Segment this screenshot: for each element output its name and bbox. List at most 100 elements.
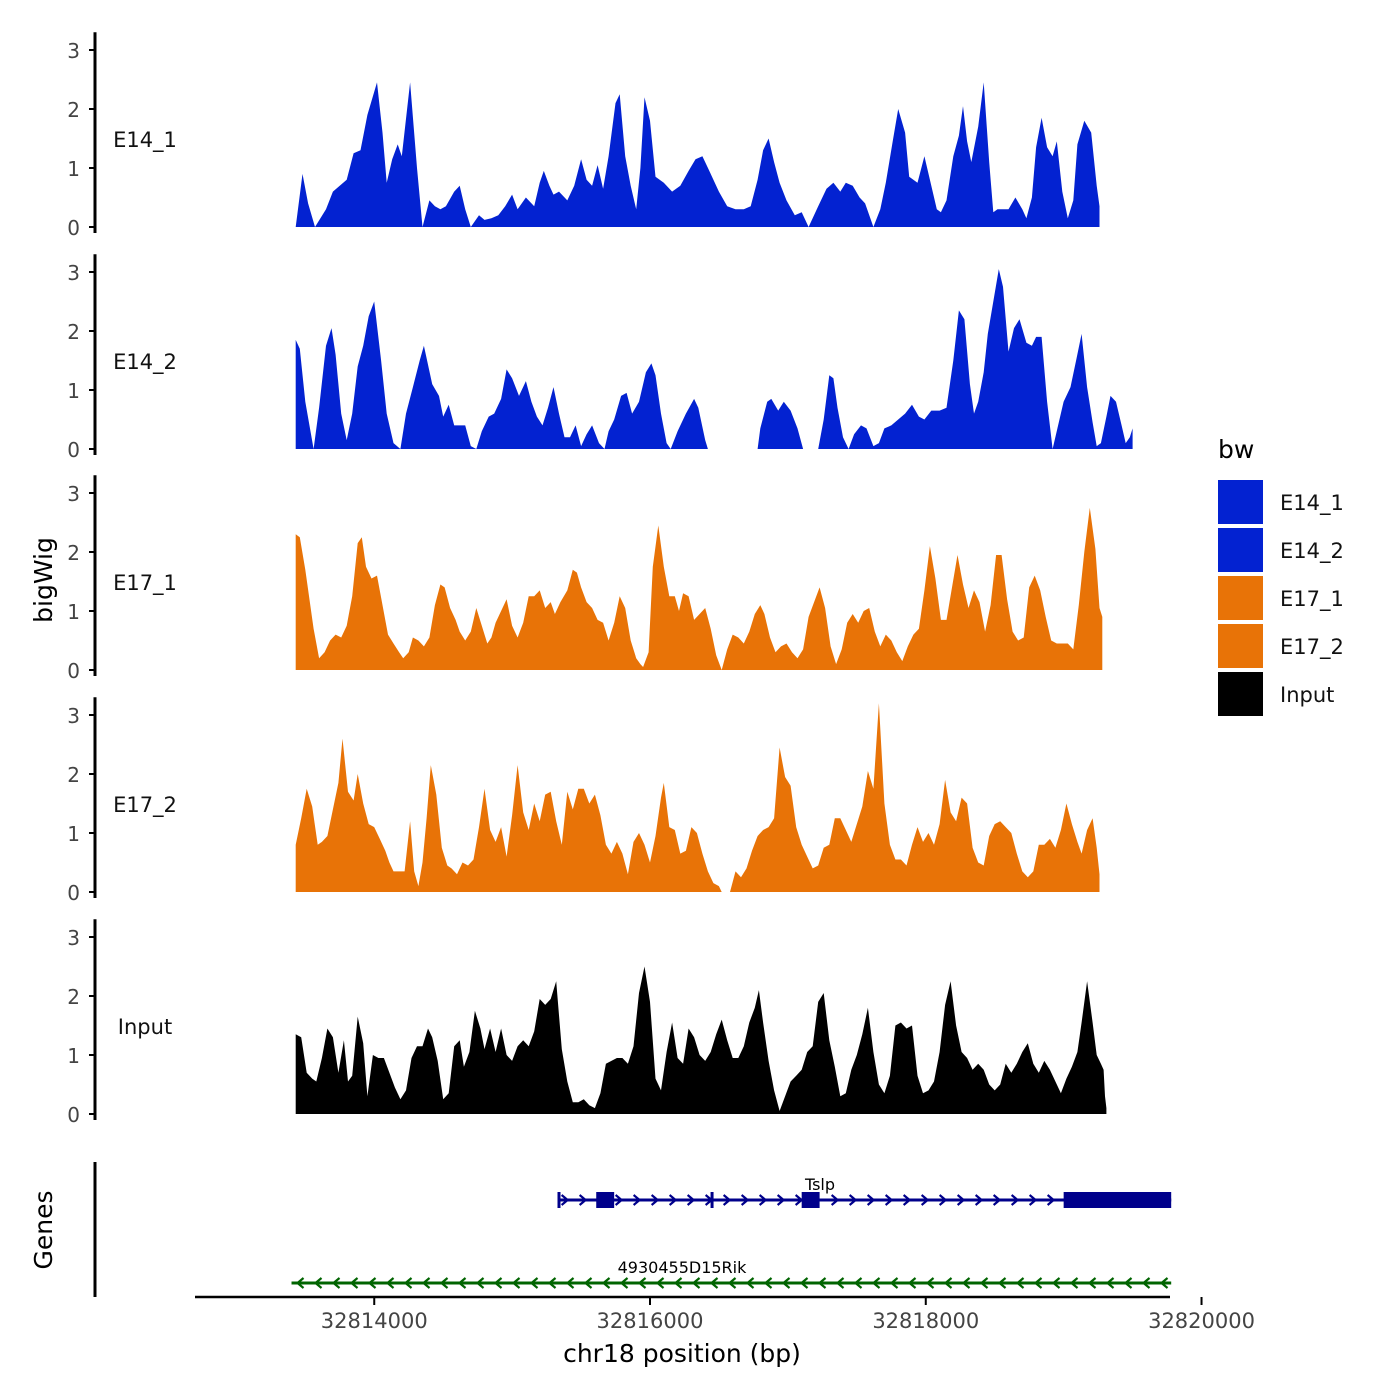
strand-chevron bbox=[848, 1194, 858, 1206]
legend-key-E17_1 bbox=[1218, 576, 1263, 620]
x-tick-label-32820000: 32820000 bbox=[1148, 1309, 1255, 1333]
bigwig-tracks: 0 1 2 3 E14_1 0 1 2 3 E14_2 0 1 2 3 E17_1 0 1 2 3 E17_2 0 1 2 3… bbox=[67, 32, 1133, 1127]
x-tick-label-32814000: 32814000 bbox=[321, 1309, 428, 1333]
strand-chevron bbox=[614, 1194, 624, 1206]
strand-chevron bbox=[740, 1194, 750, 1206]
legend-key-E17_2 bbox=[1218, 624, 1263, 668]
legend-label-E17_2: E17_2 bbox=[1280, 635, 1344, 660]
strand-chevron bbox=[655, 1277, 665, 1289]
strand-chevron bbox=[632, 1194, 642, 1206]
strand-chevron bbox=[493, 1277, 503, 1289]
y-tick-label-E14_2-1: 1 bbox=[67, 379, 80, 403]
strand-chevron bbox=[943, 1277, 953, 1289]
legend-key-Input bbox=[1218, 672, 1263, 716]
strand-chevron bbox=[902, 1194, 912, 1206]
strand-chevron bbox=[1087, 1277, 1097, 1289]
y-tick-label-E14_2-3: 3 bbox=[67, 261, 80, 285]
strand-chevron bbox=[727, 1277, 737, 1289]
strand-chevron bbox=[601, 1277, 611, 1289]
y-tick-label-Input-0: 0 bbox=[67, 1103, 80, 1127]
track-label-E14_1: E14_1 bbox=[113, 128, 177, 153]
strand-chevron bbox=[578, 1194, 588, 1206]
exon-Tslp bbox=[801, 1192, 820, 1208]
strand-chevron bbox=[866, 1194, 876, 1206]
strand-chevron bbox=[709, 1277, 719, 1289]
strand-chevron bbox=[835, 1277, 845, 1289]
strand-chevron bbox=[956, 1194, 966, 1206]
strand-chevron bbox=[961, 1277, 971, 1289]
strand-chevron bbox=[565, 1277, 575, 1289]
x-axis: 32814000 32816000 32818000 32820000 bbox=[195, 1295, 1255, 1333]
strand-chevron bbox=[691, 1277, 701, 1289]
area-E14_2 bbox=[295, 269, 1133, 449]
y-tick-label-E14_1-1: 1 bbox=[67, 157, 80, 181]
strand-chevron bbox=[1069, 1277, 1079, 1289]
strand-chevron bbox=[1028, 1194, 1038, 1206]
strand-chevron bbox=[794, 1194, 804, 1206]
strand-chevron bbox=[367, 1277, 377, 1289]
strand-chevron bbox=[331, 1277, 341, 1289]
strand-chevron bbox=[547, 1277, 557, 1289]
strand-chevron bbox=[992, 1194, 1002, 1206]
strand-chevron bbox=[853, 1277, 863, 1289]
y-tick-label-Input-1: 1 bbox=[67, 1044, 80, 1068]
strand-chevron bbox=[920, 1194, 930, 1206]
y-tick-label-E17_1-2: 2 bbox=[67, 541, 80, 565]
strand-chevron bbox=[403, 1277, 413, 1289]
strand-chevron bbox=[529, 1277, 539, 1289]
y-tick-label-E17_1-1: 1 bbox=[67, 600, 80, 624]
track-label-Input: Input bbox=[118, 1015, 172, 1039]
exon-Tslp bbox=[1063, 1192, 1172, 1208]
y-tick-label-E17_2-3: 3 bbox=[67, 704, 80, 728]
area-E14_1 bbox=[295, 82, 1100, 228]
x-tick-label-32816000: 32816000 bbox=[597, 1309, 704, 1333]
legend-key-E14_1 bbox=[1218, 480, 1263, 524]
strand-chevron bbox=[686, 1194, 696, 1206]
y-tick-label-Input-2: 2 bbox=[67, 985, 80, 1009]
strand-chevron bbox=[1105, 1277, 1115, 1289]
strand-chevron bbox=[1046, 1194, 1056, 1206]
track-E17_2: 0 1 2 3 E17_2 bbox=[67, 697, 1100, 905]
y-axis-title: bigWig bbox=[29, 537, 58, 623]
strand-chevron bbox=[650, 1194, 660, 1206]
genes-panel: Genes Tslp 4930455D15Rik bbox=[29, 1162, 1172, 1297]
strand-chevron bbox=[979, 1277, 989, 1289]
strand-chevron bbox=[1141, 1277, 1151, 1289]
gene-models: Tslp 4930455D15Rik bbox=[291, 1175, 1172, 1289]
track-label-E17_2: E17_2 bbox=[113, 793, 177, 818]
strand-chevron bbox=[1051, 1277, 1061, 1289]
strand-chevron bbox=[925, 1277, 935, 1289]
strand-chevron bbox=[907, 1277, 917, 1289]
exon-Tslp bbox=[596, 1192, 615, 1208]
strand-chevron bbox=[871, 1277, 881, 1289]
strand-chevron bbox=[889, 1277, 899, 1289]
strand-chevron bbox=[884, 1194, 894, 1206]
y-tick-label-E17_2-1: 1 bbox=[67, 822, 80, 846]
x-tick-label-32818000: 32818000 bbox=[872, 1309, 979, 1333]
strand-chevron bbox=[781, 1277, 791, 1289]
genes-label: Genes bbox=[29, 1190, 58, 1269]
legend-label-E14_1: E14_1 bbox=[1280, 491, 1344, 516]
strand-chevron bbox=[799, 1277, 809, 1289]
y-tick-label-E17_1-3: 3 bbox=[67, 482, 80, 506]
strand-chevron bbox=[673, 1277, 683, 1289]
strand-chevron bbox=[776, 1194, 786, 1206]
track-label-E17_1: E17_1 bbox=[113, 571, 177, 596]
legend-label-E14_2: E14_2 bbox=[1280, 539, 1344, 564]
strand-chevron bbox=[439, 1277, 449, 1289]
strand-chevron bbox=[938, 1194, 948, 1206]
area-E17_2 bbox=[295, 703, 1100, 892]
y-tick-label-E14_1-2: 2 bbox=[67, 98, 80, 122]
legend-key-E14_2 bbox=[1218, 528, 1263, 572]
strand-chevron bbox=[722, 1194, 732, 1206]
strand-chevron bbox=[560, 1194, 570, 1206]
area-E17_1 bbox=[295, 507, 1103, 670]
strand-chevron bbox=[668, 1194, 678, 1206]
strand-chevron bbox=[997, 1277, 1007, 1289]
strand-chevron bbox=[1159, 1277, 1169, 1289]
y-tick-label-E14_1-0: 0 bbox=[67, 216, 80, 240]
strand-chevron bbox=[475, 1277, 485, 1289]
y-tick-label-E17_1-0: 0 bbox=[67, 659, 80, 683]
strand-chevron bbox=[511, 1277, 521, 1289]
strand-chevron bbox=[637, 1277, 647, 1289]
